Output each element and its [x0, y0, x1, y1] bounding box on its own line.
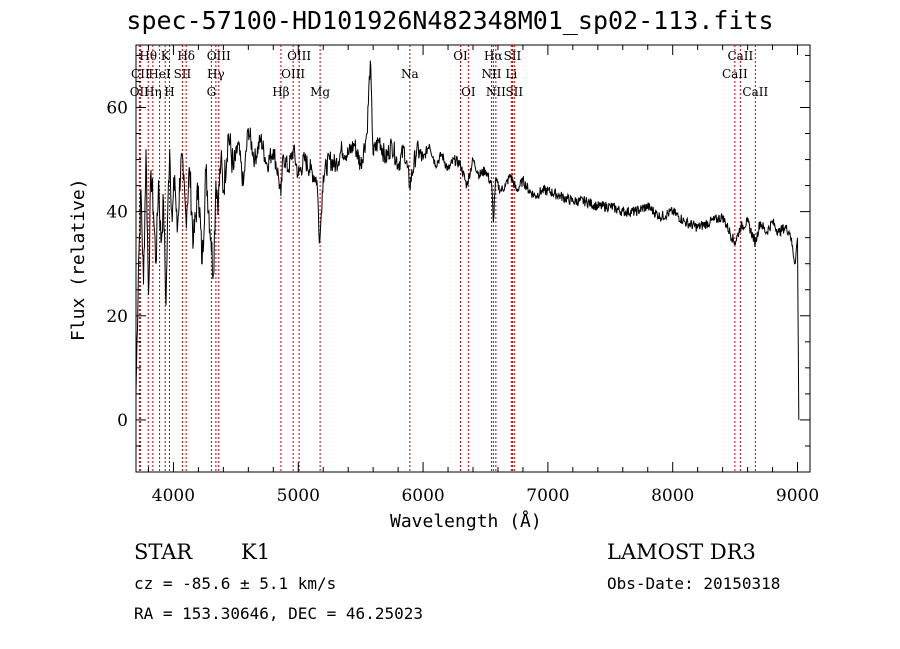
- line-label-22: Li: [505, 67, 517, 81]
- y-tick-label-40: 40: [106, 203, 128, 223]
- line-label-9: G: [207, 85, 217, 99]
- line-label-18: OI: [461, 85, 476, 99]
- line-label-3: Hη: [144, 85, 162, 99]
- object-subclass: K1: [241, 540, 271, 564]
- line-label-11: OIII: [207, 49, 231, 63]
- chart-title: spec-57100-HD101926N482348M01_sp02-113.f…: [126, 6, 774, 35]
- plot-frame: [135, 44, 811, 473]
- line-label-12: Hβ: [272, 85, 289, 99]
- line-label-24: SII: [505, 85, 523, 99]
- y-tick-label-60: 60: [106, 98, 128, 118]
- y-tick-label-0: 0: [117, 411, 128, 431]
- line-label-7: SII: [174, 67, 192, 81]
- line-label-13: OIII: [281, 67, 305, 81]
- line-label-16: Na: [401, 67, 419, 81]
- line-labels: OIICIIHθHηHeIKHSIIHδGHγOIIIHβOIIIOIIIMgN…: [130, 49, 769, 99]
- flux-series-line: [135, 60, 800, 420]
- line-label-19: NII: [481, 67, 501, 81]
- line-label-25: CaII: [722, 67, 748, 81]
- line-label-17: OI: [453, 49, 468, 63]
- y-axis-label: Flux (relative): [68, 178, 89, 341]
- x-axis-label: Wavelength (Å): [390, 511, 542, 532]
- line-label-5: K: [161, 49, 171, 63]
- obs-date: Obs-Date: 20150318: [607, 574, 781, 593]
- line-label-8: Hδ: [177, 49, 195, 63]
- x-tick-label-9000: 9000: [776, 486, 819, 506]
- line-label-27: CaII: [742, 85, 768, 99]
- line-label-15: Mg: [310, 85, 330, 99]
- line-label-10: Hγ: [207, 67, 225, 81]
- line-label-14: OIII: [287, 49, 311, 63]
- y-tick-label-20: 20: [106, 307, 128, 327]
- y-axis-label-wrap: Flux (relative): [68, 178, 89, 361]
- line-label-4: HeI: [148, 67, 171, 81]
- redshift-text: cz = -85.6 ± 5.1 km/s: [134, 574, 337, 593]
- x-tick-label-8000: 8000: [651, 486, 694, 506]
- line-label-6: H: [164, 85, 174, 99]
- line-label-2: Hθ: [139, 49, 157, 63]
- x-tick-label-4000: 4000: [152, 486, 195, 506]
- object-class: STAR: [134, 540, 193, 564]
- line-markers: [138, 45, 756, 472]
- line-label-21: NII: [486, 85, 506, 99]
- line-label-23: SII: [504, 49, 522, 63]
- line-label-1: CII: [131, 67, 150, 81]
- coordinates-text: RA = 153.30646, DEC = 46.25023: [134, 604, 423, 623]
- survey-name: LAMOST DR3: [607, 540, 756, 564]
- axis-ticks: 4000 5000 6000 7000 8000 9000 0 20 40 60: [106, 45, 819, 506]
- line-label-0: OII: [130, 85, 150, 99]
- x-tick-label-7000: 7000: [526, 486, 569, 506]
- line-label-20: Hα: [484, 49, 503, 63]
- line-label-26: CaII: [727, 49, 753, 63]
- x-tick-label-5000: 5000: [277, 486, 320, 506]
- x-tick-label-6000: 6000: [401, 486, 444, 506]
